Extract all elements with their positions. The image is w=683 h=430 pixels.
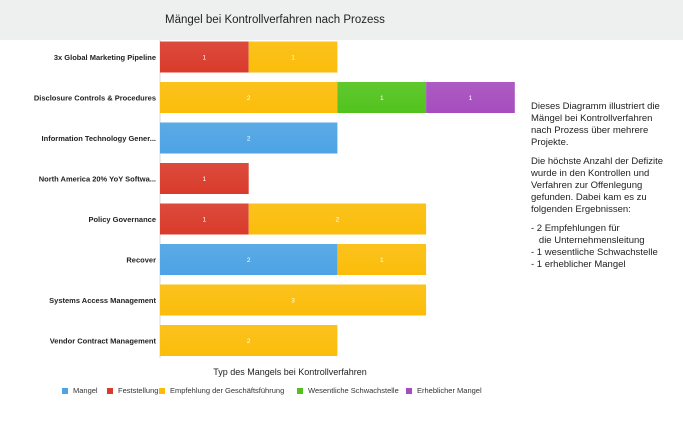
data-label: 1 [380,95,384,102]
data-label: 2 [247,257,251,264]
bar-segment [160,244,338,275]
category-label: Disclosure Controls & Procedures [34,94,156,103]
category-label: 3x Global Marketing Pipeline [54,53,156,62]
legend-item: Empfehlung der Geschäftsführung [159,386,284,395]
bar-segment [160,122,338,154]
bar-segment [337,244,427,275]
category-label: North America 20% YoY Softwa... [39,175,156,184]
bar-segment [248,41,338,73]
data-label: 1 [469,95,473,102]
bar-segment [160,325,338,356]
bar-segment [426,82,515,113]
category-label: Recover [126,256,156,265]
annotation-intro: Dieses Diagramm illustriert die Mängel b… [531,101,660,148]
bar-segment [160,82,338,113]
chart-annotation: Dieses Diagramm illustriert die Mängel b… [531,101,671,271]
data-label: 1 [203,55,207,62]
bar-segment [160,41,249,73]
legend-label: Empfehlung der Geschäftsführung [170,386,285,395]
chart-title: Mängel bei Kontrollverfahren nach Prozes… [165,14,385,26]
annotation-item: - 1 wesentliche Schwachstelle [531,247,658,258]
legend-item: Erheblicher Mangel [406,386,482,395]
x-axis-title: Typ des Mangels bei Kontrollverfahren [213,367,367,377]
title-band [0,0,683,40]
legend-label: Feststellung [118,386,159,395]
category-label: Policy Governance [88,215,156,224]
category-label: Systems Access Management [49,296,156,305]
legend-item: Feststellung [107,386,158,395]
annotation-list: - 2 Empfehlungen für die Unternehmenslei… [531,223,671,271]
legend-swatch [406,387,412,394]
category-label: Vendor Contract Management [50,337,157,346]
legend-label: Wesentliche Schwachstelle [308,386,399,395]
data-label: 1 [203,217,207,224]
legend-swatch [62,387,68,394]
annotation-item: - 2 Empfehlungen für die Unternehmenslei… [531,223,645,246]
legend-item: Wesentliche Schwachstelle [297,386,399,395]
bar-segment [160,163,249,194]
data-label: 1 [203,176,207,183]
legend-swatch [159,387,165,394]
annotation-item: - 1 erheblicher Mangel [531,259,626,270]
data-label: 2 [247,95,251,102]
legend-label: Mangel [73,386,98,395]
data-label: 1 [380,257,384,264]
bar-segment [337,82,427,113]
data-label: 1 [291,55,295,62]
legend-label: Erheblicher Mangel [417,386,482,395]
data-label: 2 [247,338,251,345]
data-label: 3 [291,298,295,305]
data-label: 2 [336,217,340,224]
legend-swatch [107,387,113,394]
bar-segment [160,284,427,316]
annotation-finding: Die höchste Anzahl der Defizite wurde in… [531,156,664,215]
category-label: Information Technology Gener... [42,134,156,143]
bar-segment [248,203,427,235]
legend-swatch [297,387,303,394]
data-label: 2 [247,136,251,143]
legend-item: Mangel [62,386,98,395]
bar-segment [160,203,249,235]
